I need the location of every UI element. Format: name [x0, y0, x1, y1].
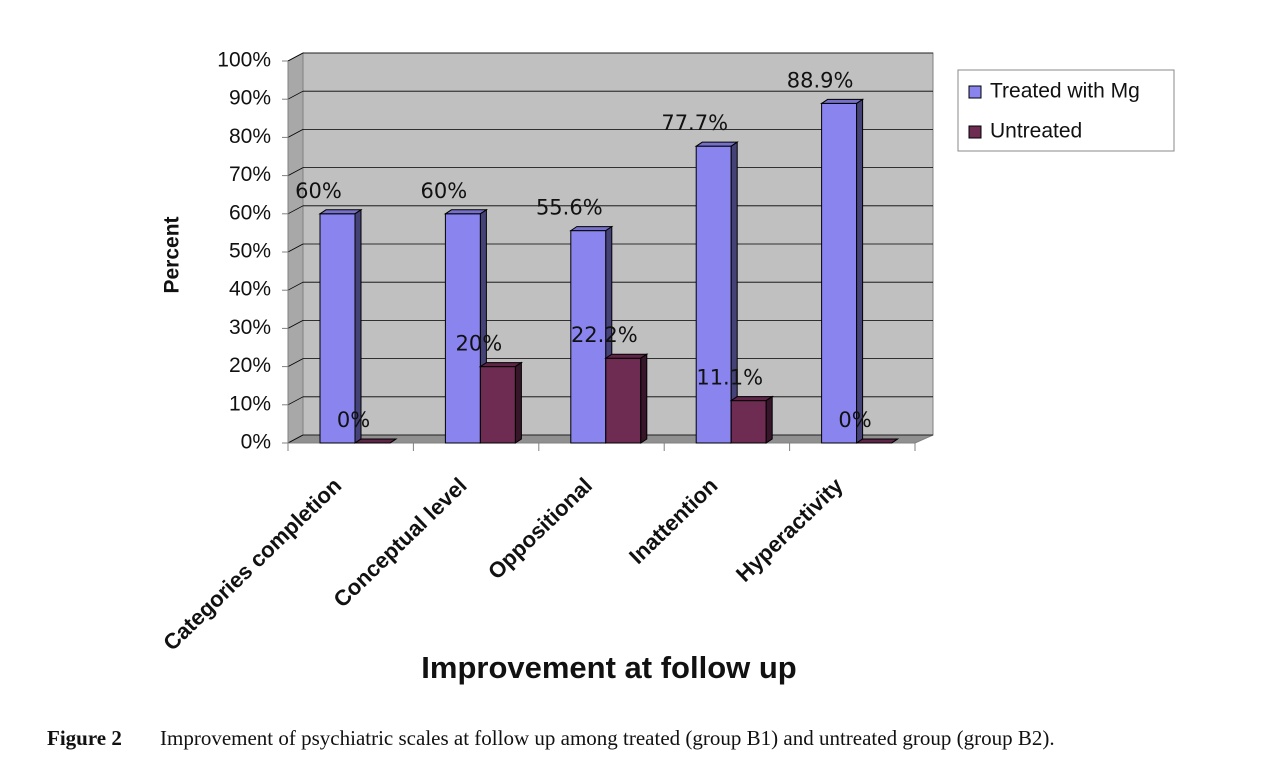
x-tick-label: Inattention — [624, 473, 722, 569]
y-tick-label: 90% — [229, 87, 271, 110]
bar-top — [318, 209, 363, 215]
x-tick-label: Categories completion — [158, 473, 346, 656]
x-tick-label: Oppositional — [483, 473, 597, 584]
grid-side — [287, 90, 304, 100]
bar-top — [694, 141, 739, 147]
y-tick-label: 10% — [229, 392, 271, 415]
value-label: 55.6% — [536, 196, 603, 220]
bar-top — [478, 362, 524, 368]
bar-front — [730, 400, 767, 444]
y-tick-label: 100% — [217, 49, 271, 72]
x-tick-label: Hyperactivity — [731, 472, 848, 587]
y-tick-label: 30% — [229, 316, 271, 339]
bar-front — [570, 230, 607, 444]
y-tick-label: 80% — [229, 125, 271, 148]
grid-side — [287, 243, 304, 253]
value-label: 11.1% — [696, 366, 763, 390]
x-tick-label: Conceptual level — [328, 473, 471, 612]
bar — [569, 225, 614, 444]
grid-side — [287, 434, 304, 444]
bar-top — [819, 98, 865, 104]
bar-top — [443, 209, 489, 215]
value-label: 20% — [456, 332, 503, 356]
bar-top — [854, 438, 900, 444]
bar-front — [695, 145, 732, 444]
bar-front — [444, 213, 481, 444]
y-tick-label: 50% — [229, 240, 271, 263]
legend-swatch — [968, 85, 982, 99]
bar — [854, 438, 900, 444]
bar-front — [319, 213, 356, 444]
bar-side — [389, 438, 397, 444]
bar-side — [765, 395, 773, 444]
value-label: 60% — [421, 179, 468, 203]
bar — [353, 438, 398, 444]
bar — [478, 361, 524, 444]
grid-side — [287, 205, 304, 215]
bar-side — [891, 438, 898, 444]
y-axis-title: Percent — [161, 216, 184, 293]
bar-top — [604, 353, 649, 359]
value-label: 22.2% — [571, 323, 638, 347]
bar — [604, 353, 649, 444]
bar — [318, 208, 363, 444]
y-tick-label: 0% — [241, 431, 271, 454]
grid-side — [287, 320, 304, 329]
y-tick-label: 60% — [229, 201, 271, 224]
grid-side — [287, 281, 304, 291]
bar-top — [729, 396, 774, 402]
bar-front — [821, 102, 858, 444]
bar — [729, 395, 774, 444]
bar-top — [353, 438, 398, 444]
legend-swatch — [968, 125, 982, 139]
caption-text: Improvement of psychiatric scales at fol… — [160, 726, 1055, 750]
legend-label: Untreated — [990, 120, 1082, 143]
grid-side — [287, 167, 304, 176]
grid-side — [287, 396, 304, 406]
value-label: 88.9% — [787, 68, 854, 92]
x-axis-title: Improvement at follow up — [421, 650, 796, 685]
legend-box — [957, 69, 1175, 152]
bar-front — [605, 357, 642, 444]
bar — [819, 98, 865, 444]
bar — [694, 141, 739, 444]
bar-side — [640, 353, 648, 444]
bar-front — [479, 366, 516, 444]
value-label: 0% — [337, 408, 370, 432]
caption-label: Figure 2 — [47, 726, 122, 750]
y-tick-label: 70% — [229, 163, 271, 186]
y-tick-label: 40% — [229, 278, 271, 301]
grid-side — [287, 358, 304, 367]
bar-side — [514, 361, 522, 444]
y-tick-label: 20% — [229, 354, 271, 377]
value-label: 77.7% — [661, 111, 728, 135]
bar-top — [569, 226, 614, 232]
value-label: 60% — [295, 179, 342, 203]
grid-side — [287, 52, 304, 62]
bar-side — [856, 98, 864, 444]
legend-label: Treated with Mg — [990, 80, 1140, 103]
grid-side — [287, 129, 304, 138]
value-label: 0% — [838, 408, 871, 432]
